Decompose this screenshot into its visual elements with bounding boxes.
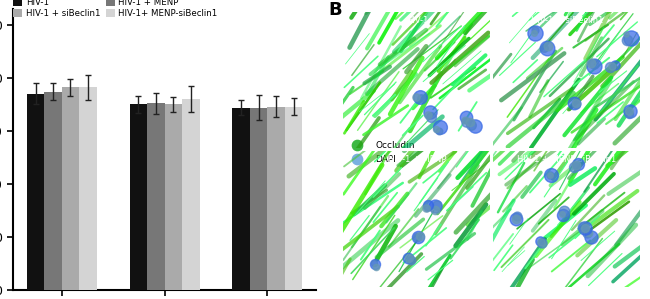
Point	[511, 216, 521, 221]
Point	[624, 108, 634, 113]
Bar	[285, 106, 302, 290]
Text: B: B	[328, 1, 342, 19]
Point	[586, 61, 596, 66]
Point	[415, 94, 425, 99]
Point	[411, 235, 422, 239]
Point	[370, 262, 381, 266]
Point	[422, 205, 433, 210]
Point	[529, 31, 539, 36]
Point	[577, 225, 588, 230]
Point	[579, 225, 590, 230]
Point	[571, 163, 581, 167]
Point	[352, 143, 362, 148]
Point	[558, 212, 568, 217]
Point	[546, 173, 556, 177]
Point	[413, 234, 423, 239]
Text: DAPI: DAPI	[375, 155, 396, 164]
Bar	[250, 108, 267, 290]
Point	[426, 115, 436, 119]
Bar	[164, 104, 182, 290]
Point	[435, 125, 445, 129]
Point	[421, 206, 431, 210]
Bar	[79, 87, 97, 290]
Point	[530, 30, 540, 35]
Bar	[27, 94, 44, 290]
Legend: HIV-1, HIV-1 + siBeclin1, HIV-1 + MENP, HIV-1+ MENP-siBeclin1: HIV-1, HIV-1 + siBeclin1, HIV-1 + MENP, …	[11, 0, 220, 20]
Point	[626, 36, 636, 41]
Point	[466, 123, 476, 127]
Point	[545, 173, 555, 178]
Bar	[147, 103, 164, 290]
Bar	[233, 108, 250, 290]
Bar	[182, 99, 200, 290]
Text: HIV-1 + MENP: HIV-1 + MENP	[387, 155, 446, 164]
Bar	[44, 92, 62, 290]
Point	[430, 204, 440, 209]
Point	[573, 162, 583, 167]
Point	[607, 64, 618, 68]
Point	[511, 217, 521, 222]
Point	[465, 120, 475, 125]
Point	[424, 110, 435, 115]
Point	[622, 37, 632, 42]
Point	[402, 256, 413, 261]
Point	[568, 164, 578, 169]
Point	[416, 95, 426, 100]
Point	[571, 102, 582, 106]
Point	[543, 44, 553, 49]
Bar	[267, 106, 285, 290]
Point	[352, 157, 362, 162]
Point	[610, 62, 620, 67]
Point	[584, 231, 594, 235]
Point	[406, 257, 416, 262]
Point	[369, 261, 380, 266]
Point	[535, 239, 545, 243]
Text: Occludin: Occludin	[375, 141, 415, 150]
Point	[556, 211, 567, 216]
Point	[537, 241, 547, 246]
Point	[579, 226, 590, 231]
Point	[414, 234, 424, 239]
Point	[530, 28, 540, 33]
Point	[411, 95, 421, 100]
Point	[404, 256, 415, 261]
Point	[623, 111, 634, 116]
Point	[542, 46, 552, 51]
Point	[460, 118, 471, 122]
Point	[430, 208, 440, 212]
Point	[432, 203, 443, 208]
Point	[625, 108, 635, 113]
Point	[539, 46, 549, 51]
Point	[536, 239, 546, 244]
Point	[590, 62, 600, 67]
Point	[431, 127, 441, 132]
Point	[461, 119, 471, 124]
Bar	[62, 87, 79, 290]
Text: HIV-1: HIV-1	[406, 16, 428, 25]
Point	[571, 100, 581, 105]
Point	[586, 235, 596, 240]
Point	[470, 124, 480, 129]
Text: HIV-1 + siBeclin1: HIV-1 + siBeclin1	[531, 16, 603, 25]
Point	[582, 231, 592, 236]
Bar	[129, 104, 147, 290]
Point	[512, 214, 522, 219]
Point	[621, 32, 631, 36]
Point	[569, 101, 580, 106]
Point	[589, 64, 599, 69]
Point	[422, 202, 433, 207]
Point	[545, 173, 555, 177]
Point	[559, 208, 569, 213]
Point	[423, 113, 434, 118]
Text: HIV-1 + MENP-siBeclin1: HIV-1 + MENP-siBeclin1	[517, 155, 617, 164]
Point	[434, 129, 444, 134]
Point	[605, 64, 616, 69]
Point	[461, 115, 471, 120]
Point	[370, 264, 381, 269]
